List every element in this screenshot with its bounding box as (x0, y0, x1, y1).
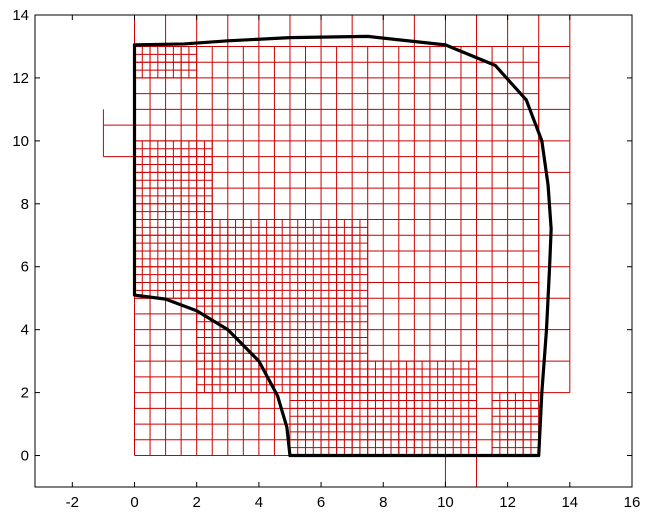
axes-layer: -2 0 2 4 6 8 10 12 14 16 0 2 4 6 8 10 12 14 (12, 7, 640, 511)
y-tick-label: 12 (12, 70, 29, 87)
y-tick-label: 2 (21, 385, 29, 402)
mesh-cells (444, 455, 478, 488)
domain-boundary-line (132, 34, 553, 458)
x-tick-label: 2 (193, 494, 201, 511)
x-tick-label: 0 (130, 494, 138, 511)
y-tick-label: 4 (21, 322, 29, 339)
y-tick-label: 0 (21, 448, 29, 465)
mesh-cells (196, 219, 369, 394)
x-tick-label: 10 (437, 494, 454, 511)
mesh-region-3 (444, 455, 478, 488)
y-tick-label: 8 (21, 196, 29, 213)
x-tick-label: 6 (317, 494, 325, 511)
x-tick-label: 8 (379, 494, 387, 511)
x-tick-label: 16 (624, 494, 641, 511)
x-tick-label: 12 (499, 494, 516, 511)
axes-box (34, 14, 633, 488)
y-tick-label: 6 (21, 259, 29, 276)
mesh-region-7 (196, 219, 369, 394)
x-tick-label: 4 (255, 494, 263, 511)
y-tick-label: 14 (12, 7, 29, 24)
boundary-outline-layer (132, 34, 553, 458)
x-tick-label: 14 (561, 494, 578, 511)
x-tick-label: -2 (66, 494, 79, 511)
y-tick-label: 10 (12, 133, 29, 150)
